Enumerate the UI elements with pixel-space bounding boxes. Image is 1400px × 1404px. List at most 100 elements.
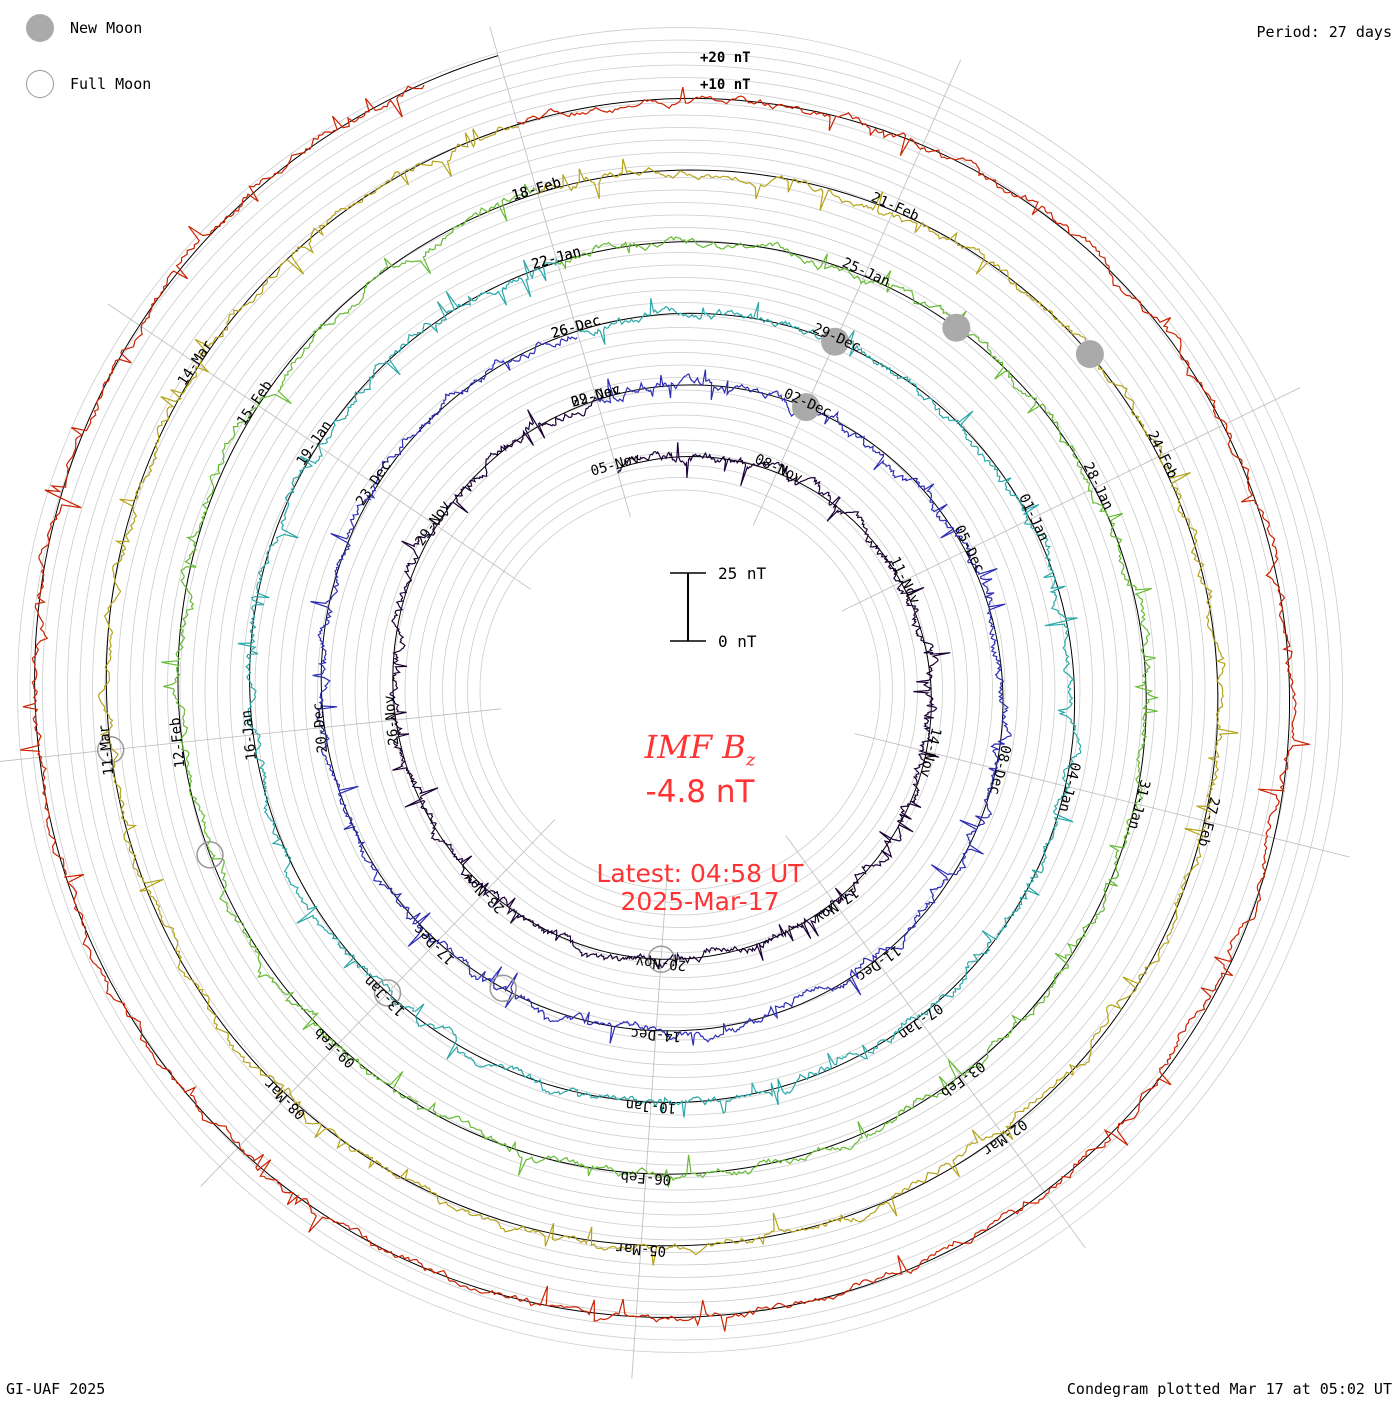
grid-circle	[129, 139, 1231, 1241]
date-label: 08-Mar	[261, 1076, 308, 1123]
legend-full-moon: Full Moon	[26, 70, 151, 98]
date-label: 20-Dec	[310, 702, 331, 754]
date-label: 12-Feb	[167, 717, 188, 769]
grid-circle	[17, 27, 1343, 1353]
grid-circle	[242, 252, 1118, 1128]
grid-circle	[329, 339, 1031, 1041]
full-moon-marker	[196, 841, 224, 869]
moon-markers	[96, 313, 1104, 1007]
date-label: 14-Dec	[630, 1025, 682, 1044]
data-traces	[20, 84, 1310, 1332]
full-moon-marker	[647, 945, 675, 973]
new-moon-marker	[792, 393, 820, 422]
grid-circle	[79, 89, 1281, 1291]
date-label: 11-Nov	[886, 554, 923, 606]
day-spoke	[0, 708, 502, 762]
grid-circle	[42, 52, 1318, 1328]
date-label: 28-Jan	[1080, 460, 1117, 512]
full-moon-marker	[96, 736, 125, 764]
trace-ring-4	[161, 183, 1160, 1188]
scale-bottom-label: 0 nT	[718, 632, 757, 651]
scale-top-label: 25 nT	[718, 564, 767, 583]
date-label: 20-Nov	[635, 953, 687, 972]
date-label: 16-Jan	[239, 709, 260, 761]
date-label: 29-Nov	[412, 498, 454, 549]
date-label: 05-Nov	[589, 450, 642, 479]
date-label: 25-Jan	[840, 255, 893, 290]
date-labels: 05-Nov 08-Nov11-Nov14-Nov17-Nov20-Nov23-N…	[96, 175, 1222, 1259]
grid-circle	[204, 214, 1156, 1166]
grid-circle	[479, 489, 881, 891]
legend-full-moon-label: Full Moon	[70, 75, 152, 93]
legend-new-moon-label: New Moon	[70, 19, 143, 37]
imf-title-subscript: z	[745, 749, 756, 771]
grid-circle	[217, 227, 1143, 1153]
day-spokes	[0, 26, 1350, 1379]
grid-circle	[267, 277, 1093, 1103]
date-label: 17-Dec	[411, 921, 458, 968]
grid-rings	[17, 27, 1343, 1353]
imf-title: IMF Bz	[0, 728, 1400, 770]
trace-ring-3	[237, 258, 1082, 1118]
date-label: 22-Jan	[530, 244, 583, 273]
outer-scale-label-10: +10 nT	[700, 77, 751, 93]
grid-circle	[304, 314, 1056, 1066]
grid-circle	[354, 364, 1006, 1016]
grid-circle	[317, 327, 1043, 1053]
grid-circle	[454, 464, 906, 916]
new-moon-marker	[821, 327, 850, 356]
date-label: 11-Mar	[96, 724, 117, 776]
latest-time: Latest: 04:58 UT	[596, 859, 804, 888]
grid-circle	[467, 477, 893, 903]
grid-circle	[404, 414, 956, 966]
period-label: Period: 27 days	[1256, 23, 1392, 41]
grid-circle	[292, 302, 1068, 1078]
grid-circle	[367, 377, 993, 1003]
full-moon-marker	[489, 974, 517, 1003]
date-label: 29-Nov	[569, 381, 622, 410]
legend-new-moon: New Moon	[26, 14, 142, 42]
date-label: 21-Feb	[869, 189, 922, 224]
day-spoke	[200, 819, 556, 1187]
date-label: 06-Feb	[620, 1168, 672, 1187]
outer-scale-label-20: +20 nT	[700, 50, 751, 66]
date-label: 19-Jan	[294, 418, 336, 469]
grid-circle	[179, 189, 1181, 1191]
day-spoke	[631, 869, 668, 1379]
new-moon-marker	[942, 313, 971, 342]
day-spoke	[785, 835, 1086, 1249]
grid-circle	[417, 427, 943, 953]
latest-timestamp: Latest: 04:58 UT 2025-Mar-17	[0, 860, 1400, 916]
date-label: 18-Feb	[510, 175, 563, 204]
grid-circle	[167, 177, 1193, 1203]
date-label: 05-Mar	[615, 1239, 667, 1258]
date-label: 09-Feb	[311, 1024, 358, 1071]
full-moon-marker	[373, 979, 402, 1007]
date-label: 05-Dec	[951, 523, 988, 575]
grid-circle	[279, 289, 1081, 1091]
grid-circle	[29, 39, 1331, 1341]
date-label: 23-Dec	[353, 458, 395, 509]
grid-circle	[104, 114, 1256, 1266]
grid-circle	[54, 64, 1306, 1316]
footer-plotted-time: Condegram plotted Mar 17 at 05:02 UT	[1066, 1380, 1392, 1398]
day-spoke	[752, 59, 962, 526]
grid-circle	[379, 389, 981, 991]
trace-ring-1	[389, 396, 951, 969]
day-spoke	[841, 387, 1301, 612]
scale-bar: 25 nT 0 nT	[670, 564, 767, 651]
footer-credit: GI-UAF 2025	[6, 1380, 106, 1398]
grid-circle	[429, 439, 931, 941]
grid-circle	[117, 127, 1243, 1253]
date-label: 26-Nov	[381, 694, 402, 746]
latest-date: 2025-Mar-17	[620, 887, 780, 916]
date-label: 08-Nov	[752, 451, 805, 486]
new-moon-marker	[1075, 340, 1104, 369]
grid-circle	[92, 102, 1268, 1278]
trace-ring-6	[20, 84, 1310, 1332]
grid-circle	[392, 402, 968, 978]
grid-circle	[67, 77, 1293, 1303]
grid-circle	[229, 239, 1131, 1141]
date-label: 10-Jan	[625, 1096, 677, 1115]
